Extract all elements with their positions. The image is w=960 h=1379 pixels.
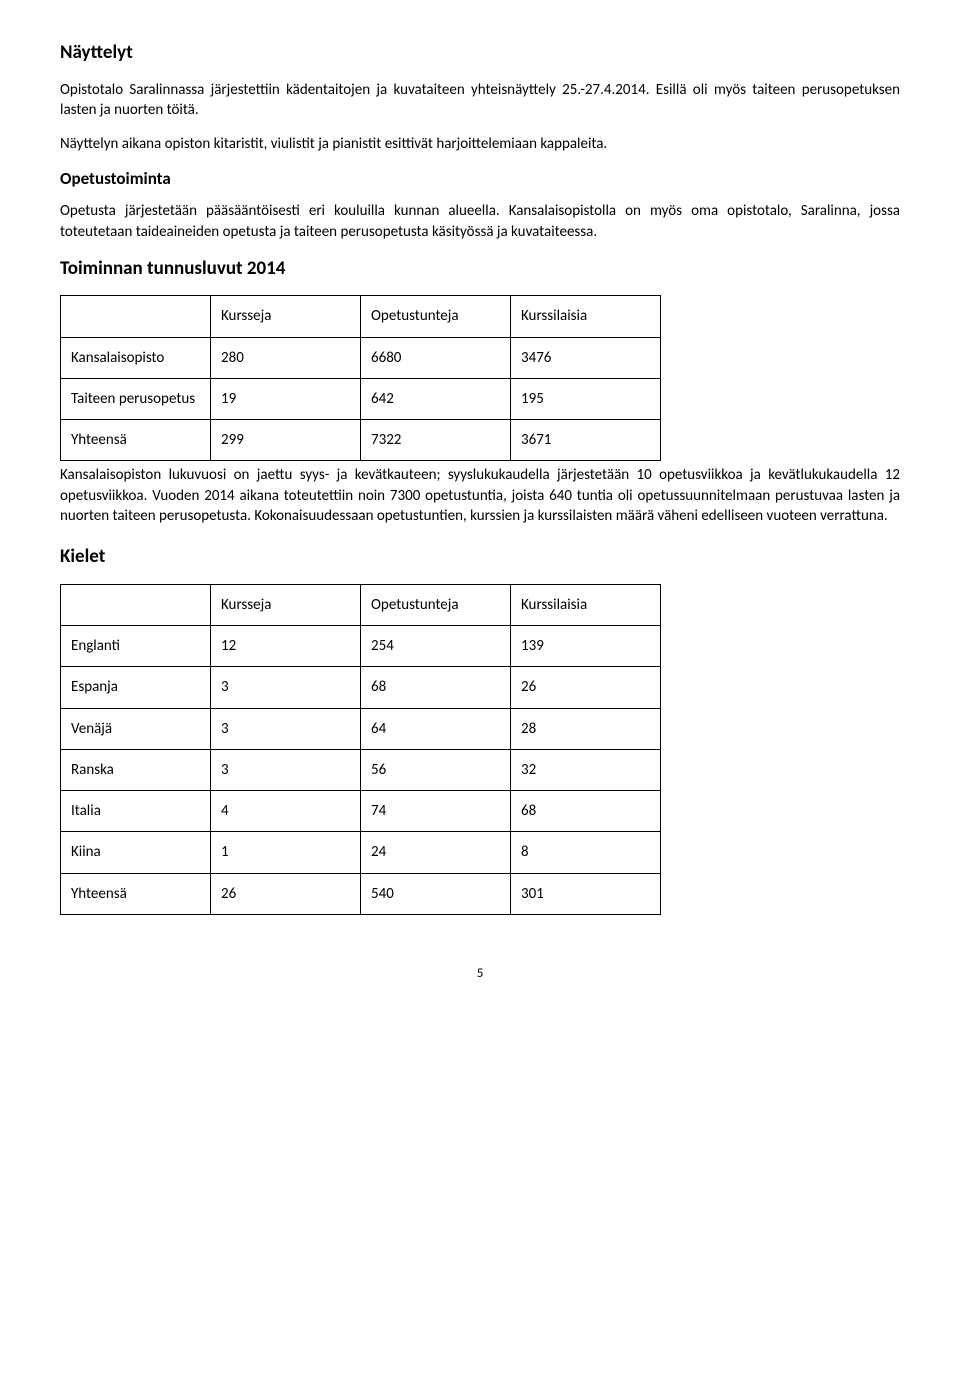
table-cell: 68: [361, 667, 511, 708]
table-cell: Yhteensä: [61, 873, 211, 914]
table-cell: 12: [211, 626, 361, 667]
table-row: Yhteensä 299 7322 3671: [61, 420, 661, 461]
table-cell: [61, 296, 211, 337]
table-cell: 3476: [511, 337, 661, 378]
table-cell: 7322: [361, 420, 511, 461]
table-cell: 3: [211, 667, 361, 708]
table-cell: 6680: [361, 337, 511, 378]
table-row: Taiteen perusopetus 19 642 195: [61, 378, 661, 419]
table-cell: Taiteen perusopetus: [61, 378, 211, 419]
paragraph: Opistotalo Saralinnassa järjestettiin kä…: [60, 80, 900, 121]
table-cell: 195: [511, 378, 661, 419]
table-cell: 74: [361, 791, 511, 832]
table-cell: 3: [211, 708, 361, 749]
paragraph: Kansalaisopiston lukuvuosi on jaettu syy…: [60, 465, 900, 526]
table-cell: 19: [211, 378, 361, 419]
table-cell: 301: [511, 873, 661, 914]
table-cell: 254: [361, 626, 511, 667]
table-cell: 68: [511, 791, 661, 832]
table-cell: 139: [511, 626, 661, 667]
table-cell: 56: [361, 749, 511, 790]
table-cell: 3671: [511, 420, 661, 461]
table-cell: 24: [361, 832, 511, 873]
table-cell: 26: [511, 667, 661, 708]
table-kielet: Kursseja Opetustunteja Kurssilaisia Engl…: [60, 584, 661, 915]
table-cell: Yhteensä: [61, 420, 211, 461]
table-cell: 3: [211, 749, 361, 790]
table-row: Kursseja Opetustunteja Kurssilaisia: [61, 584, 661, 625]
table-header: Kursseja: [211, 584, 361, 625]
table-cell: [61, 584, 211, 625]
table-row: Kansalaisopisto 280 6680 3476: [61, 337, 661, 378]
table-cell: Venäjä: [61, 708, 211, 749]
heading-opetustoiminta: Opetustoiminta: [60, 168, 900, 191]
table-cell: 299: [211, 420, 361, 461]
paragraph: Opetusta järjestetään pääsääntöisesti er…: [60, 201, 900, 242]
table-row: Yhteensä 26 540 301: [61, 873, 661, 914]
heading-nayttelyt: Näyttelyt: [60, 40, 900, 66]
table-tunnusluvut: Kursseja Opetustunteja Kurssilaisia Kans…: [60, 295, 661, 461]
heading-tunnusluvut: Toiminnan tunnusluvut 2014: [60, 256, 900, 282]
table-cell: 28: [511, 708, 661, 749]
table-cell: Kansalaisopisto: [61, 337, 211, 378]
table-cell: 1: [211, 832, 361, 873]
table-row: Italia 4 74 68: [61, 791, 661, 832]
table-cell: Englanti: [61, 626, 211, 667]
table-cell: 64: [361, 708, 511, 749]
table-row: Ranska 3 56 32: [61, 749, 661, 790]
table-cell: Kiina: [61, 832, 211, 873]
table-header: Opetustunteja: [361, 584, 511, 625]
table-row: Englanti 12 254 139: [61, 626, 661, 667]
table-cell: 8: [511, 832, 661, 873]
table-cell: 26: [211, 873, 361, 914]
paragraph: Näyttelyn aikana opiston kitaristit, viu…: [60, 134, 900, 154]
table-cell: Ranska: [61, 749, 211, 790]
table-row: Kiina 1 24 8: [61, 832, 661, 873]
heading-kielet: Kielet: [60, 544, 900, 570]
table-header: Opetustunteja: [361, 296, 511, 337]
table-cell: 642: [361, 378, 511, 419]
table-cell: 32: [511, 749, 661, 790]
table-cell: 4: [211, 791, 361, 832]
table-row: Venäjä 3 64 28: [61, 708, 661, 749]
table-header: Kursseja: [211, 296, 361, 337]
table-cell: Espanja: [61, 667, 211, 708]
page-number: 5: [60, 965, 900, 983]
table-header: Kurssilaisia: [511, 584, 661, 625]
table-cell: 540: [361, 873, 511, 914]
table-cell: Italia: [61, 791, 211, 832]
table-cell: 280: [211, 337, 361, 378]
table-header: Kurssilaisia: [511, 296, 661, 337]
table-row: Kursseja Opetustunteja Kurssilaisia: [61, 296, 661, 337]
table-row: Espanja 3 68 26: [61, 667, 661, 708]
